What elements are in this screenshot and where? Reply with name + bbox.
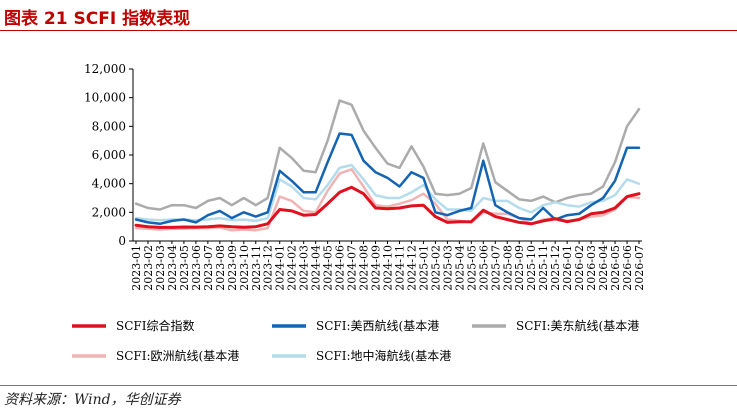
x-tick-label: 2025-09 [513, 245, 526, 291]
x-tick-label: 2024-01 [274, 245, 287, 291]
y-tick-label: 8,000 [92, 119, 126, 133]
legend-label: SCFI:美西航线(基本港 [316, 318, 439, 333]
y-tick-label: 6,000 [92, 148, 126, 162]
x-tick-label: 2025-07 [489, 245, 502, 291]
x-tick-label: 2024-09 [370, 245, 383, 291]
x-tick-label: 2023-05 [178, 245, 191, 291]
series-line-0 [134, 185, 641, 229]
x-tick-label: 2025-11 [537, 245, 550, 291]
x-tick-label: 2024-05 [322, 245, 335, 291]
x-tick-label: 2023-03 [154, 245, 167, 291]
title-divider [0, 30, 737, 31]
legend-label: SCFI综合指数 [116, 318, 194, 333]
x-tick-label: 2023-04 [166, 245, 179, 291]
x-tick-label: 2025-05 [465, 245, 478, 291]
x-tick-label: 2026-03 [585, 245, 598, 291]
chart-legend: SCFI综合指数 SCFI:美西航线(基本港 SCFI:美东航线(基本港 SCFI:欧… [72, 318, 639, 363]
x-tick-label: 2023-08 [214, 245, 227, 291]
x-tick-label: 2024-08 [358, 245, 371, 291]
x-tick-label: 2025-10 [525, 245, 538, 291]
x-tick-label: 2024-03 [298, 245, 311, 291]
x-tick-label: 2024-12 [405, 245, 418, 291]
line-chart: 0 2,000 4,000 6,000 8,000 10,000 12,000 2023-01… [72, 62, 646, 363]
x-tick-label: 2024-11 [393, 245, 406, 291]
x-tick-label: 2023-02 [142, 245, 155, 291]
series-line-2 [134, 99, 641, 211]
source-note: 资料来源：Wind，华创证券 [4, 392, 181, 408]
legend-label: SCFI:美东航线(基本港 [516, 318, 639, 333]
x-tick-label: 2024-10 [382, 245, 395, 291]
x-tick-label: 2024-07 [346, 245, 359, 291]
x-tick-label: 2023-07 [202, 245, 215, 291]
legend-label: SCFI:地中海航线(基本港 [316, 348, 451, 363]
x-tick-label: 2026-02 [573, 245, 586, 291]
x-tick-label: 2023-06 [190, 245, 203, 291]
x-tick-label: 2023-12 [262, 245, 275, 291]
source-divider [0, 385, 737, 386]
x-tick-label: 2024-06 [334, 245, 347, 291]
x-tick-label: 2026-05 [609, 245, 622, 291]
x-tick-label: 2025-06 [477, 245, 490, 291]
x-tick-label: 2024-02 [286, 245, 299, 291]
x-tick-label: 2025-12 [549, 245, 562, 291]
x-tick-label: 2025-08 [501, 245, 514, 291]
x-tick-label: 2023-09 [226, 245, 239, 291]
y-tick-label: 0 [118, 234, 126, 248]
y-tick-label: 12,000 [84, 62, 126, 76]
x-tick-label: 2026-06 [621, 245, 634, 291]
chart-axes: 0 2,000 4,000 6,000 8,000 10,000 12,000 2023-01… [84, 62, 646, 291]
legend-label: SCFI:欧洲航线(基本港 [116, 348, 239, 363]
figure-title: 图表 21 SCFI 指数表现 [4, 9, 191, 29]
x-tick-label: 2025-03 [441, 245, 454, 291]
x-tick-label: 2026-01 [561, 245, 574, 291]
series-line-4 [134, 163, 641, 223]
x-tick-label: 2026-04 [597, 245, 610, 291]
x-tick-label: 2025-02 [429, 245, 442, 291]
x-tick-label: 2025-01 [417, 245, 430, 291]
chart-series [134, 99, 641, 232]
x-tick-label: 2026-07 [633, 245, 646, 291]
x-tick-label: 2023-01 [130, 245, 143, 291]
y-tick-label: 2,000 [92, 205, 126, 219]
x-tick-label: 2023-11 [250, 245, 263, 291]
x-tick-label: 2024-04 [310, 245, 323, 291]
x-tick-label: 2025-04 [453, 245, 466, 291]
x-tick-label: 2023-10 [238, 245, 251, 291]
y-tick-label: 10,000 [84, 91, 126, 105]
y-tick-label: 4,000 [92, 177, 126, 191]
